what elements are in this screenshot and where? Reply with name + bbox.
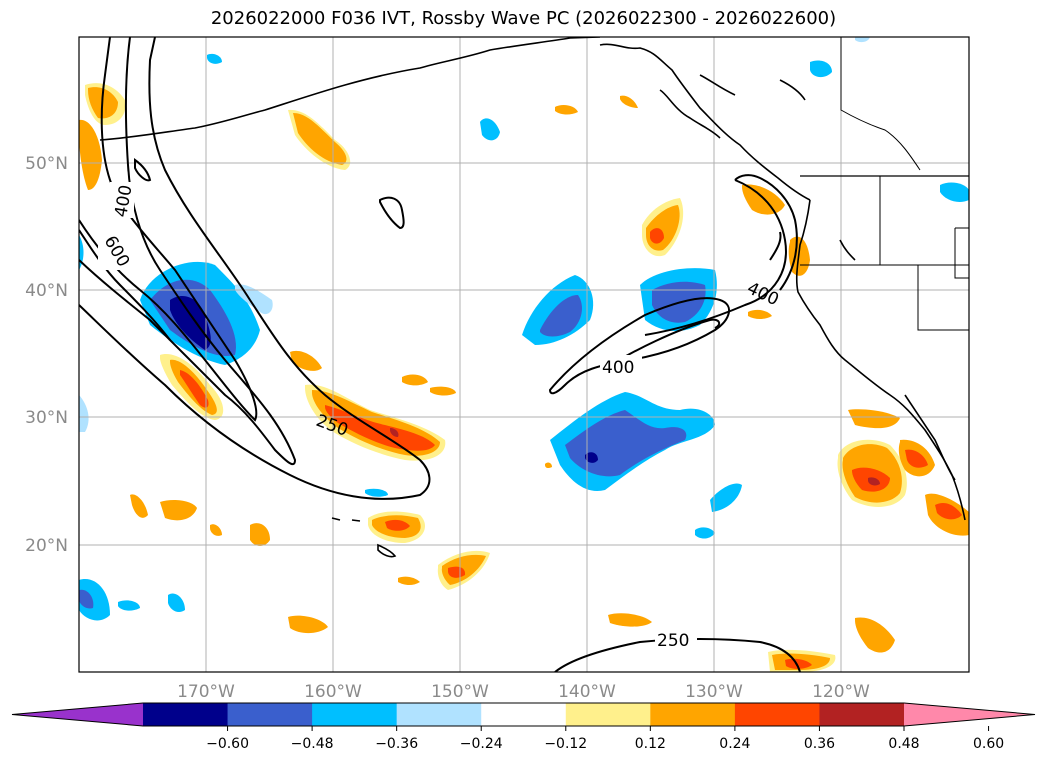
lat-label: 50°N [25,154,68,174]
colorbar-tick-label: −0.48 [291,736,334,752]
colorbar-outline [11,702,1036,727]
lat-labels: 50°N 40°N 30°N 20°N [25,154,68,556]
lat-label: 30°N [25,408,68,428]
lon-label: 150°W [431,682,489,702]
colorbar-swatch [143,703,229,726]
colorbar-tick-label: −0.60 [206,736,249,752]
colorbar-tick-label: 0.48 [888,736,919,752]
contour-label: 400 [602,358,634,378]
colorbar-swatch [819,703,905,726]
colorbar-tick-label: 0.24 [719,736,750,752]
colorbar-swatch [312,703,398,726]
lon-label: 130°W [685,682,743,702]
colorbar-extend-low [12,703,143,726]
colorbar-swatch [734,703,820,726]
colorbar-swatch [396,703,482,726]
lon-label: 140°W [558,682,616,702]
plot-frame [78,36,970,673]
colorbar-tick-label: −0.24 [460,736,503,752]
coastlines [99,37,969,558]
colorbar-extend-high [904,703,1035,726]
colorbar-swatch [650,703,736,726]
colorbar: −0.60 −0.48 −0.36 −0.24 −0.12 0.12 0.24 0.36 0.4… [11,702,1036,752]
map-title: 2026022000 F036 IVT, Rossby Wave PC (202… [210,8,837,29]
colorbar-tick-label: 0.36 [804,736,835,752]
lon-label: 170°W [177,682,235,702]
colorbar-tick-label: −0.12 [544,736,587,752]
anomaly-fields [79,37,969,672]
colorbar-swatch [227,703,313,726]
lat-label: 20°N [25,536,68,556]
lat-label: 40°N [25,281,68,301]
lon-label: 120°W [812,682,870,702]
colorbar-tick-label: 0.60 [973,736,1004,752]
contour-label: 250 [657,631,689,651]
colorbar-swatch [565,703,651,726]
lon-label: 160°W [304,682,362,702]
colorbar-swatch [481,703,567,726]
colorbar-tick-label: 0.12 [635,736,666,752]
lon-labels: 170°W 160°W 150°W 140°W 130°W 120°W [177,682,870,702]
colorbar-tick-label: −0.36 [375,736,418,752]
